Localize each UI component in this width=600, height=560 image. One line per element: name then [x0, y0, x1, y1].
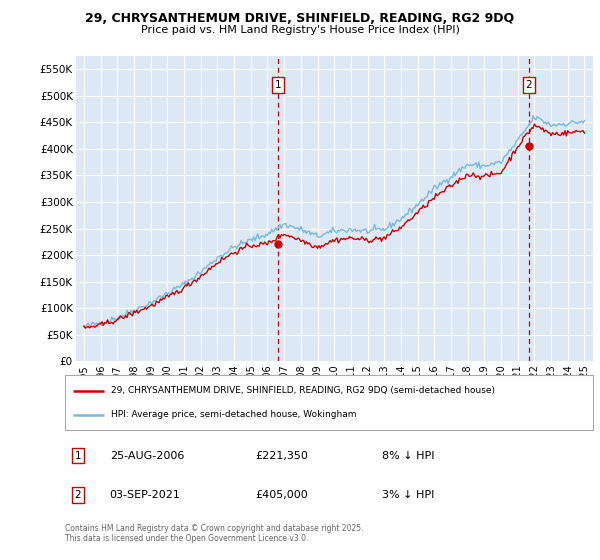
Text: 03-SEP-2021: 03-SEP-2021 [110, 489, 181, 500]
Text: Price paid vs. HM Land Registry's House Price Index (HPI): Price paid vs. HM Land Registry's House … [140, 25, 460, 35]
Text: 1: 1 [275, 80, 281, 90]
Text: 29, CHRYSANTHEMUM DRIVE, SHINFIELD, READING, RG2 9DQ (semi-detached house): 29, CHRYSANTHEMUM DRIVE, SHINFIELD, READ… [111, 386, 495, 395]
Text: 8% ↓ HPI: 8% ↓ HPI [382, 451, 434, 460]
Text: £221,350: £221,350 [255, 451, 308, 460]
Text: 25-AUG-2006: 25-AUG-2006 [110, 451, 184, 460]
Text: £405,000: £405,000 [255, 489, 308, 500]
Text: Contains HM Land Registry data © Crown copyright and database right 2025.
This d: Contains HM Land Registry data © Crown c… [65, 524, 364, 543]
Text: 2: 2 [526, 80, 532, 90]
Text: HPI: Average price, semi-detached house, Wokingham: HPI: Average price, semi-detached house,… [111, 410, 356, 419]
Text: 3% ↓ HPI: 3% ↓ HPI [382, 489, 434, 500]
Text: 1: 1 [74, 451, 82, 460]
Text: 29, CHRYSANTHEMUM DRIVE, SHINFIELD, READING, RG2 9DQ: 29, CHRYSANTHEMUM DRIVE, SHINFIELD, READ… [85, 12, 515, 25]
Text: 2: 2 [74, 489, 82, 500]
